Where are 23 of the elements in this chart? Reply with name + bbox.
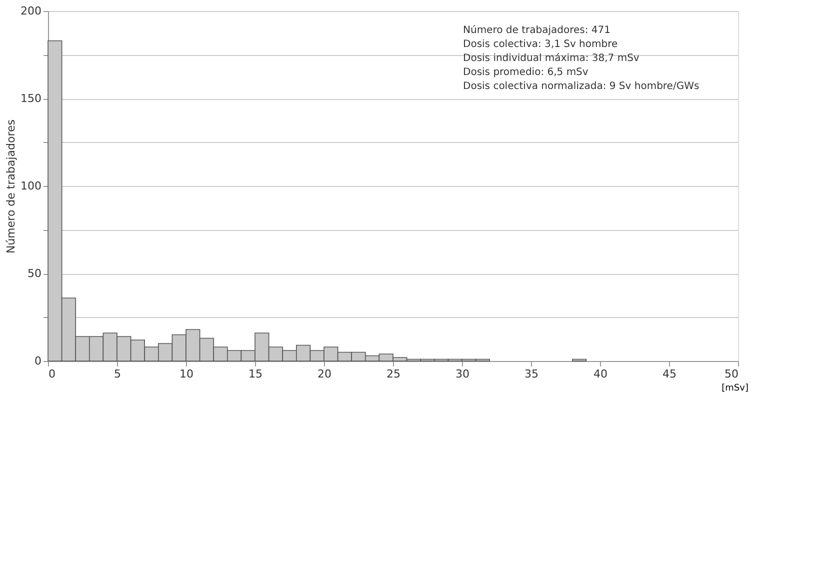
y-axis-title: Número de trabajadores <box>4 119 18 254</box>
x-tick-label: 20 <box>318 368 332 380</box>
x-tick-label: 30 <box>456 368 470 380</box>
y-tick-label: 200 <box>20 4 42 18</box>
x-tick-label: 40 <box>594 368 608 380</box>
x-tick-label: 10 <box>180 368 194 380</box>
annotation: Dosis individual máxima: 38,7 mSv <box>463 53 640 64</box>
y-tick-label: 50 <box>28 267 42 280</box>
annotation: Número de trabajadores: 471 <box>463 25 610 36</box>
x-tick-label: 35 <box>524 368 538 380</box>
annotation: Dosis colectiva normalizada: 9 Sv hombre/GWs <box>463 81 700 92</box>
y-tick-label: 100 <box>20 180 42 192</box>
x-tick-label: 25 <box>386 368 400 380</box>
annotation: Dosis colectiva: 3,1 Sv hombre <box>463 39 618 50</box>
x-axis-title: [mSv] <box>722 384 748 394</box>
x-tick-label: 15 <box>248 368 262 380</box>
x-tick-label: 50 <box>724 368 738 380</box>
x-tick-label: 0 <box>48 368 56 380</box>
y-tick-label: 150 <box>20 92 42 105</box>
x-tick-label: 5 <box>114 368 121 380</box>
annotation: Dosis promedio: 6,5 mSv <box>463 67 588 78</box>
x-tick-label: 45 <box>662 368 676 380</box>
y-tick-label: 0 <box>34 354 42 368</box>
